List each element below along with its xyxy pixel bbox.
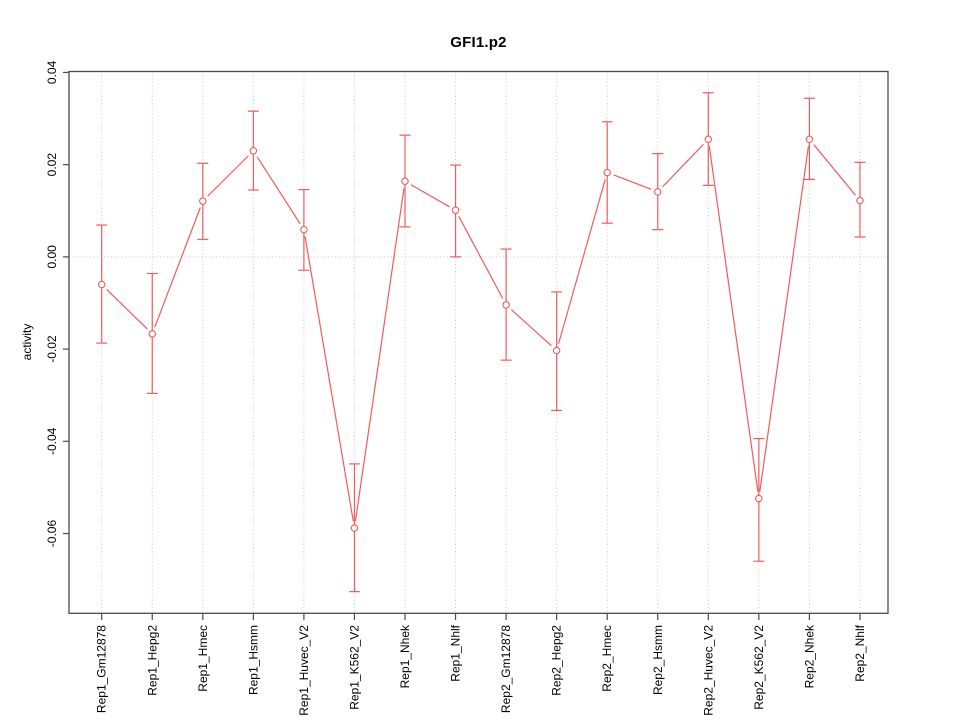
y-tick-label: -0.06 xyxy=(45,520,59,548)
series-segment xyxy=(557,179,606,344)
data-point xyxy=(401,177,409,185)
data-point xyxy=(451,206,460,215)
x-tick-label: Rep2_Nhek xyxy=(802,624,816,688)
x-tick-label: Rep2_Hepg2 xyxy=(550,625,564,696)
data-point xyxy=(603,168,611,177)
x-tick-label: Rep2_Hsmm xyxy=(651,625,665,695)
series-segment xyxy=(207,155,249,197)
data-point xyxy=(552,346,561,355)
series-segment xyxy=(759,146,810,492)
series-segment xyxy=(708,146,759,492)
series-segment xyxy=(510,309,552,347)
x-tick-label: Rep1_Hsmm xyxy=(246,625,260,695)
x-tick-label: Rep1_K562_V2 xyxy=(347,625,361,710)
x-tick-label: Rep1_Gm12878 xyxy=(95,625,109,713)
series-segment xyxy=(354,188,405,522)
x-tick-label: Rep1_Hmec xyxy=(196,625,210,692)
data-point xyxy=(704,135,713,144)
series-segment xyxy=(813,144,856,196)
data-point xyxy=(300,225,308,234)
data-point xyxy=(502,301,510,309)
y-tick-label: -0.02 xyxy=(45,335,59,363)
x-tick-label: Rep1_Huvec_V2 xyxy=(297,625,311,716)
data-point xyxy=(97,280,106,289)
y-tick-label: 0.04 xyxy=(45,60,59,84)
y-tick-label: -0.04 xyxy=(45,427,59,455)
series-segment xyxy=(154,207,201,328)
x-tick-label: Rep2_Nhlf xyxy=(853,624,867,681)
x-tick-label: Rep2_Gm12878 xyxy=(499,625,513,713)
data-point xyxy=(199,197,207,205)
y-tick-label: 0.00 xyxy=(45,245,59,269)
data-point xyxy=(755,494,763,503)
y-tick-label: 0.02 xyxy=(45,153,59,177)
data-point xyxy=(350,524,359,532)
data-point xyxy=(249,147,258,155)
data-point xyxy=(805,135,814,144)
x-tick-label: Rep1_Nhek xyxy=(398,624,412,688)
x-tick-label: Rep2_K562_V2 xyxy=(752,625,766,710)
chart-title: GFI1.p2 xyxy=(450,34,507,51)
data-point xyxy=(148,330,157,338)
series-segment xyxy=(256,156,301,225)
data-point xyxy=(653,188,662,196)
x-tick-label: Rep1_Nhlf xyxy=(449,624,463,681)
series-segment xyxy=(106,288,148,330)
series-segment xyxy=(613,174,652,190)
plot-border xyxy=(68,70,889,614)
x-tick-label: Rep1_Hepg2 xyxy=(145,625,159,696)
series-segment xyxy=(458,216,504,299)
x-tick-label: Rep2_Huvec_V2 xyxy=(701,625,715,716)
series-segment xyxy=(410,184,450,208)
data-point xyxy=(856,196,864,205)
series-segment xyxy=(304,236,354,522)
series-segment xyxy=(662,143,704,188)
x-tick-label: Rep2_Hmec xyxy=(600,625,614,692)
